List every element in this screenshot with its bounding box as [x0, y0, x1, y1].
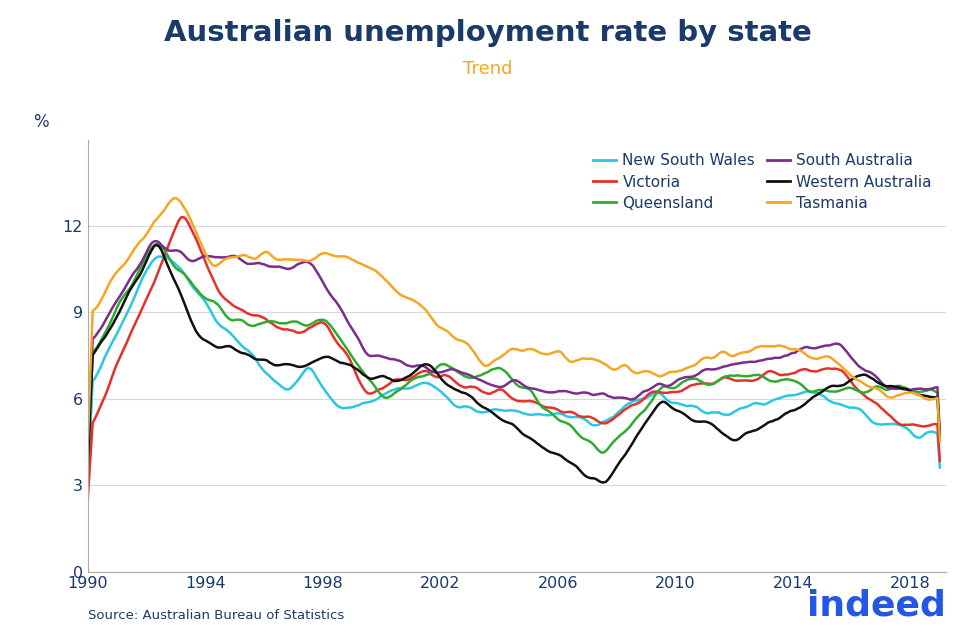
New South Wales: [659, 394, 671, 402]
New South Wales: [934, 464, 946, 472]
Victoria: [541, 404, 553, 411]
South Australia: [151, 237, 163, 245]
Tasmania: [488, 358, 499, 366]
Western Australia: [934, 437, 946, 444]
Queensland: [315, 316, 327, 324]
Western Australia: [541, 446, 553, 454]
Western Australia: [391, 377, 403, 385]
Queensland: [151, 240, 163, 248]
Western Australia: [661, 400, 673, 408]
Text: Source: Australian Bureau of Statistics: Source: Australian Bureau of Statistics: [88, 610, 344, 622]
Tasmania: [541, 351, 553, 358]
Victoria: [391, 376, 403, 384]
Tasmania: [352, 259, 364, 267]
Line: Victoria: Victoria: [88, 217, 940, 499]
Queensland: [488, 365, 499, 373]
Western Australia: [151, 241, 163, 249]
Line: Queensland: Queensland: [88, 244, 940, 463]
New South Wales: [352, 402, 364, 410]
Victoria: [82, 495, 94, 503]
Legend: New South Wales, Victoria, Queensland, South Australia, Western Australia, Tasma: New South Wales, Victoria, Queensland, S…: [587, 147, 938, 217]
Queensland: [659, 382, 671, 390]
Queensland: [391, 387, 403, 395]
Text: Trend: Trend: [463, 60, 512, 78]
Western Australia: [598, 479, 609, 486]
Victoria: [659, 389, 671, 397]
Text: Australian unemployment rate by state: Australian unemployment rate by state: [164, 19, 811, 47]
South Australia: [315, 275, 327, 283]
New South Wales: [488, 406, 499, 413]
Victoria: [488, 389, 499, 396]
Tasmania: [315, 250, 327, 258]
Western Australia: [352, 366, 364, 373]
Western Australia: [82, 461, 94, 469]
Line: Tasmania: Tasmania: [88, 198, 940, 442]
Western Australia: [488, 409, 499, 417]
South Australia: [82, 453, 94, 460]
Victoria: [315, 318, 327, 326]
South Australia: [659, 382, 671, 389]
South Australia: [541, 389, 553, 396]
South Australia: [934, 429, 946, 437]
Y-axis label: %: %: [33, 113, 49, 131]
Tasmania: [934, 437, 946, 444]
Line: New South Wales: New South Wales: [88, 257, 940, 478]
South Australia: [488, 382, 499, 389]
Text: indeed: indeed: [807, 588, 946, 622]
New South Wales: [82, 474, 94, 482]
Victoria: [934, 457, 946, 465]
New South Wales: [391, 385, 403, 392]
New South Wales: [541, 411, 553, 419]
Tasmania: [82, 438, 94, 446]
Victoria: [352, 375, 364, 382]
Queensland: [541, 406, 553, 414]
South Australia: [352, 334, 364, 342]
South Australia: [391, 356, 403, 364]
Tasmania: [168, 194, 179, 202]
New South Wales: [315, 381, 327, 389]
Queensland: [82, 459, 94, 467]
Queensland: [352, 361, 364, 369]
Tasmania: [391, 288, 403, 296]
Western Australia: [315, 354, 327, 362]
Line: Western Australia: Western Australia: [88, 245, 940, 483]
Line: South Australia: South Australia: [88, 241, 940, 457]
New South Wales: [153, 253, 165, 260]
Victoria: [177, 213, 189, 221]
Queensland: [934, 435, 946, 443]
Tasmania: [659, 371, 671, 378]
